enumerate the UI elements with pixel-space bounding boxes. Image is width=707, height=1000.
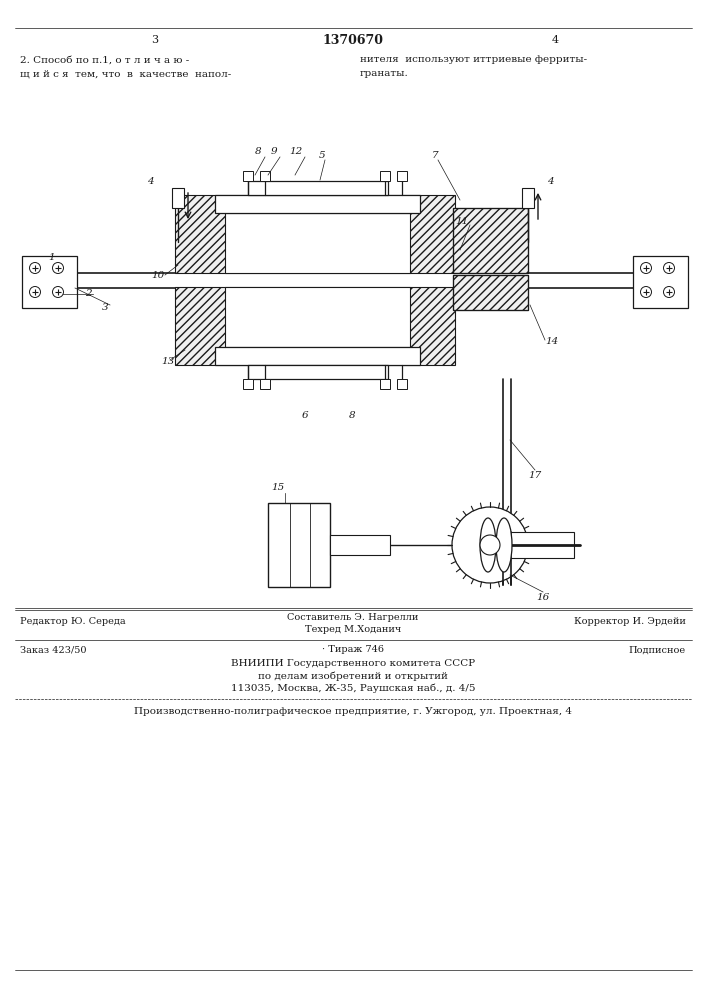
Bar xyxy=(522,188,534,208)
Text: 11: 11 xyxy=(455,218,469,227)
Bar xyxy=(215,195,420,213)
Ellipse shape xyxy=(496,518,512,572)
Bar xyxy=(380,171,390,181)
Bar xyxy=(453,208,528,273)
Bar xyxy=(225,287,410,347)
Text: 3: 3 xyxy=(102,304,108,312)
Text: 7: 7 xyxy=(432,150,438,159)
Text: 4: 4 xyxy=(146,178,153,186)
Bar xyxy=(172,188,184,208)
Circle shape xyxy=(663,262,674,273)
Text: Подписное: Подписное xyxy=(629,646,686,654)
Circle shape xyxy=(30,262,40,273)
Text: Составитель Э. Нагрелли: Составитель Э. Нагрелли xyxy=(287,613,419,622)
Circle shape xyxy=(452,507,528,583)
Bar xyxy=(248,365,388,379)
Bar xyxy=(225,213,410,273)
Bar xyxy=(504,532,574,558)
Circle shape xyxy=(30,286,40,298)
Text: 12: 12 xyxy=(289,147,303,156)
Bar xyxy=(330,535,390,555)
Circle shape xyxy=(663,286,674,298)
Text: 113035, Москва, Ж-35, Раушская наб., д. 4/5: 113035, Москва, Ж-35, Раушская наб., д. … xyxy=(230,683,475,693)
Text: 13: 13 xyxy=(161,358,175,366)
Bar xyxy=(453,275,528,310)
Text: 3: 3 xyxy=(151,35,158,45)
Text: 8: 8 xyxy=(255,147,262,156)
Text: 16: 16 xyxy=(537,592,549,601)
Bar xyxy=(453,275,528,310)
Bar xyxy=(243,171,253,181)
Text: гранаты.: гранаты. xyxy=(360,70,409,79)
Text: · Тираж 746: · Тираж 746 xyxy=(322,646,384,654)
Bar xyxy=(397,171,407,181)
Text: 1: 1 xyxy=(49,253,55,262)
Bar xyxy=(633,256,688,308)
Text: нителя  используют иттриевые ферриты-: нителя используют иттриевые ферриты- xyxy=(360,55,587,64)
Text: 6: 6 xyxy=(302,410,308,420)
Bar xyxy=(248,181,388,195)
Circle shape xyxy=(480,535,500,555)
Text: 1370670: 1370670 xyxy=(322,33,383,46)
Text: Техред М.Ходанич: Техред М.Ходанич xyxy=(305,626,401,635)
Circle shape xyxy=(52,286,64,298)
Text: 5: 5 xyxy=(319,150,325,159)
Circle shape xyxy=(52,262,64,273)
Bar xyxy=(453,208,528,273)
Text: 2: 2 xyxy=(85,290,91,298)
Text: Редактор Ю. Середа: Редактор Ю. Середа xyxy=(20,617,126,626)
Text: 2. Способ по п.1, о т л и ч а ю -: 2. Способ по п.1, о т л и ч а ю - xyxy=(20,55,189,64)
Text: щ и й с я  тем, что  в  качестве  напол-: щ и й с я тем, что в качестве напол- xyxy=(20,70,231,79)
Text: Производственно-полиграфическое предприятие, г. Ужгород, ул. Проектная, 4: Производственно-полиграфическое предприя… xyxy=(134,706,572,716)
Text: 14: 14 xyxy=(545,338,559,347)
Bar xyxy=(397,379,407,389)
Bar xyxy=(260,379,270,389)
Text: Заказ 423/50: Заказ 423/50 xyxy=(20,646,86,654)
Bar xyxy=(243,379,253,389)
Bar xyxy=(175,287,455,365)
Bar xyxy=(215,347,420,365)
Circle shape xyxy=(641,286,651,298)
Ellipse shape xyxy=(480,518,496,572)
Text: 9: 9 xyxy=(271,147,277,156)
Text: 17: 17 xyxy=(528,471,542,480)
Bar xyxy=(175,195,455,273)
Bar xyxy=(22,256,77,308)
Text: Корректор И. Эрдейи: Корректор И. Эрдейи xyxy=(574,617,686,626)
Text: по делам изобретений и открытий: по делам изобретений и открытий xyxy=(258,671,448,681)
Text: 8: 8 xyxy=(349,410,356,420)
Circle shape xyxy=(641,262,651,273)
Text: ВНИИПИ Государственного комитета СССР: ВНИИПИ Государственного комитета СССР xyxy=(231,660,475,668)
Text: 15: 15 xyxy=(271,483,285,491)
Text: 4: 4 xyxy=(547,178,554,186)
Bar xyxy=(260,171,270,181)
Text: 10: 10 xyxy=(151,270,165,279)
Bar xyxy=(268,503,330,587)
Bar xyxy=(380,379,390,389)
Text: 4: 4 xyxy=(551,35,559,45)
